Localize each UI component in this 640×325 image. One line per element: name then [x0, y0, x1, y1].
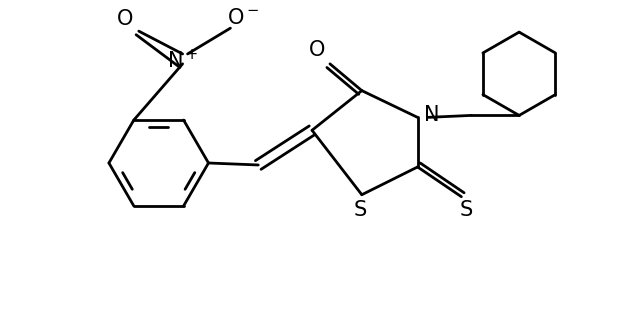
Text: N: N: [424, 105, 439, 125]
Text: O$^-$: O$^-$: [227, 8, 259, 28]
Text: O: O: [116, 9, 133, 29]
Text: S: S: [460, 200, 473, 220]
Text: N$^+$: N$^+$: [167, 49, 198, 72]
Text: S: S: [353, 200, 367, 220]
Text: O: O: [309, 40, 325, 60]
